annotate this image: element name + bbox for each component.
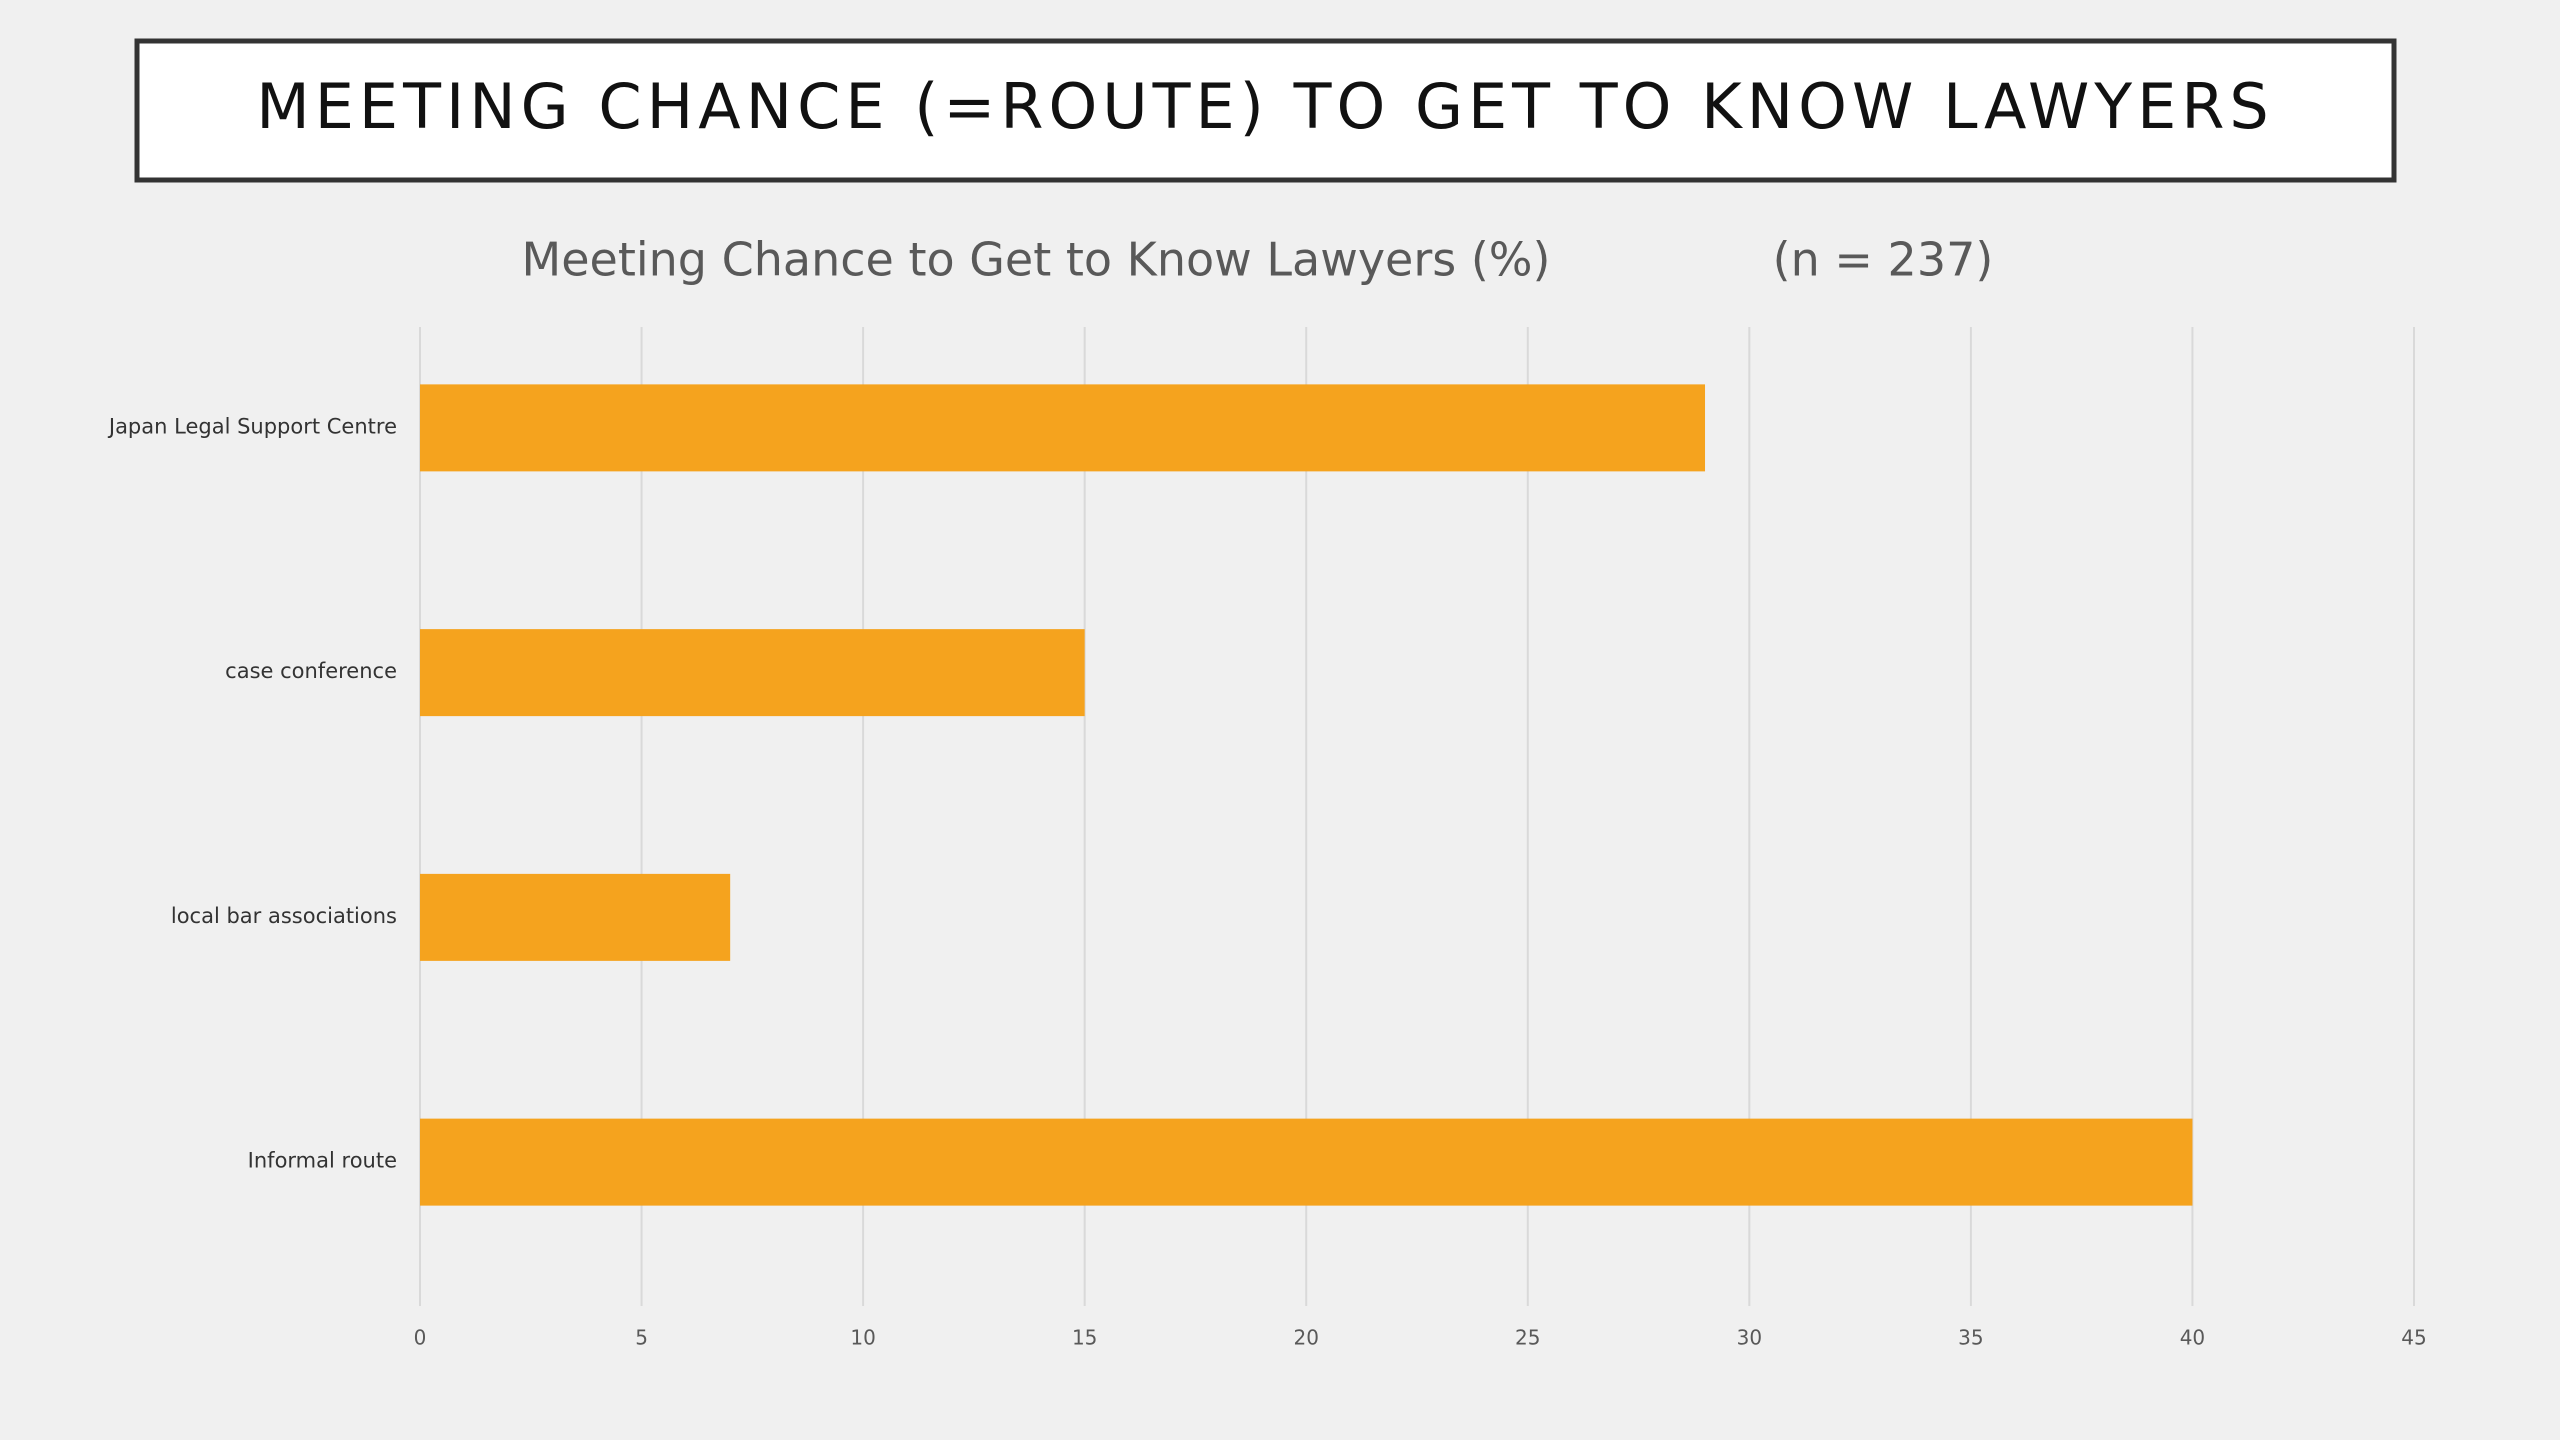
x-tick-label: 25 [1515,1326,1540,1350]
x-tick-label: 15 [1072,1326,1097,1350]
bar [420,629,1085,717]
y-tick-label: case conference [225,659,397,683]
x-tick-label: 45 [2401,1326,2426,1350]
y-tick-label: local bar associations [171,904,397,928]
bar [420,384,1706,472]
bar [420,873,731,961]
chart-subtitle: (n = 237) [1773,233,1994,287]
x-tick-label: 0 [414,1326,427,1350]
x-tick-label: 5 [635,1326,648,1350]
x-tick-label: 10 [850,1326,875,1350]
chart-title: Meeting Chance to Get to Know Lawyers (%… [522,233,1551,287]
x-tick-label: 40 [2180,1326,2205,1350]
x-tick-label: 30 [1737,1326,1762,1350]
y-tick-label: Informal route [248,1149,397,1173]
y-tick-label: Japan Legal Support Centre [107,414,397,438]
bar [420,1118,2193,1206]
x-tick-label: 20 [1293,1326,1318,1350]
x-tick-label: 35 [1958,1326,1983,1350]
slide-title: MEETING CHANCE (=ROUTE) TO GET TO KNOW L… [256,70,2274,143]
title-box [134,38,2397,183]
